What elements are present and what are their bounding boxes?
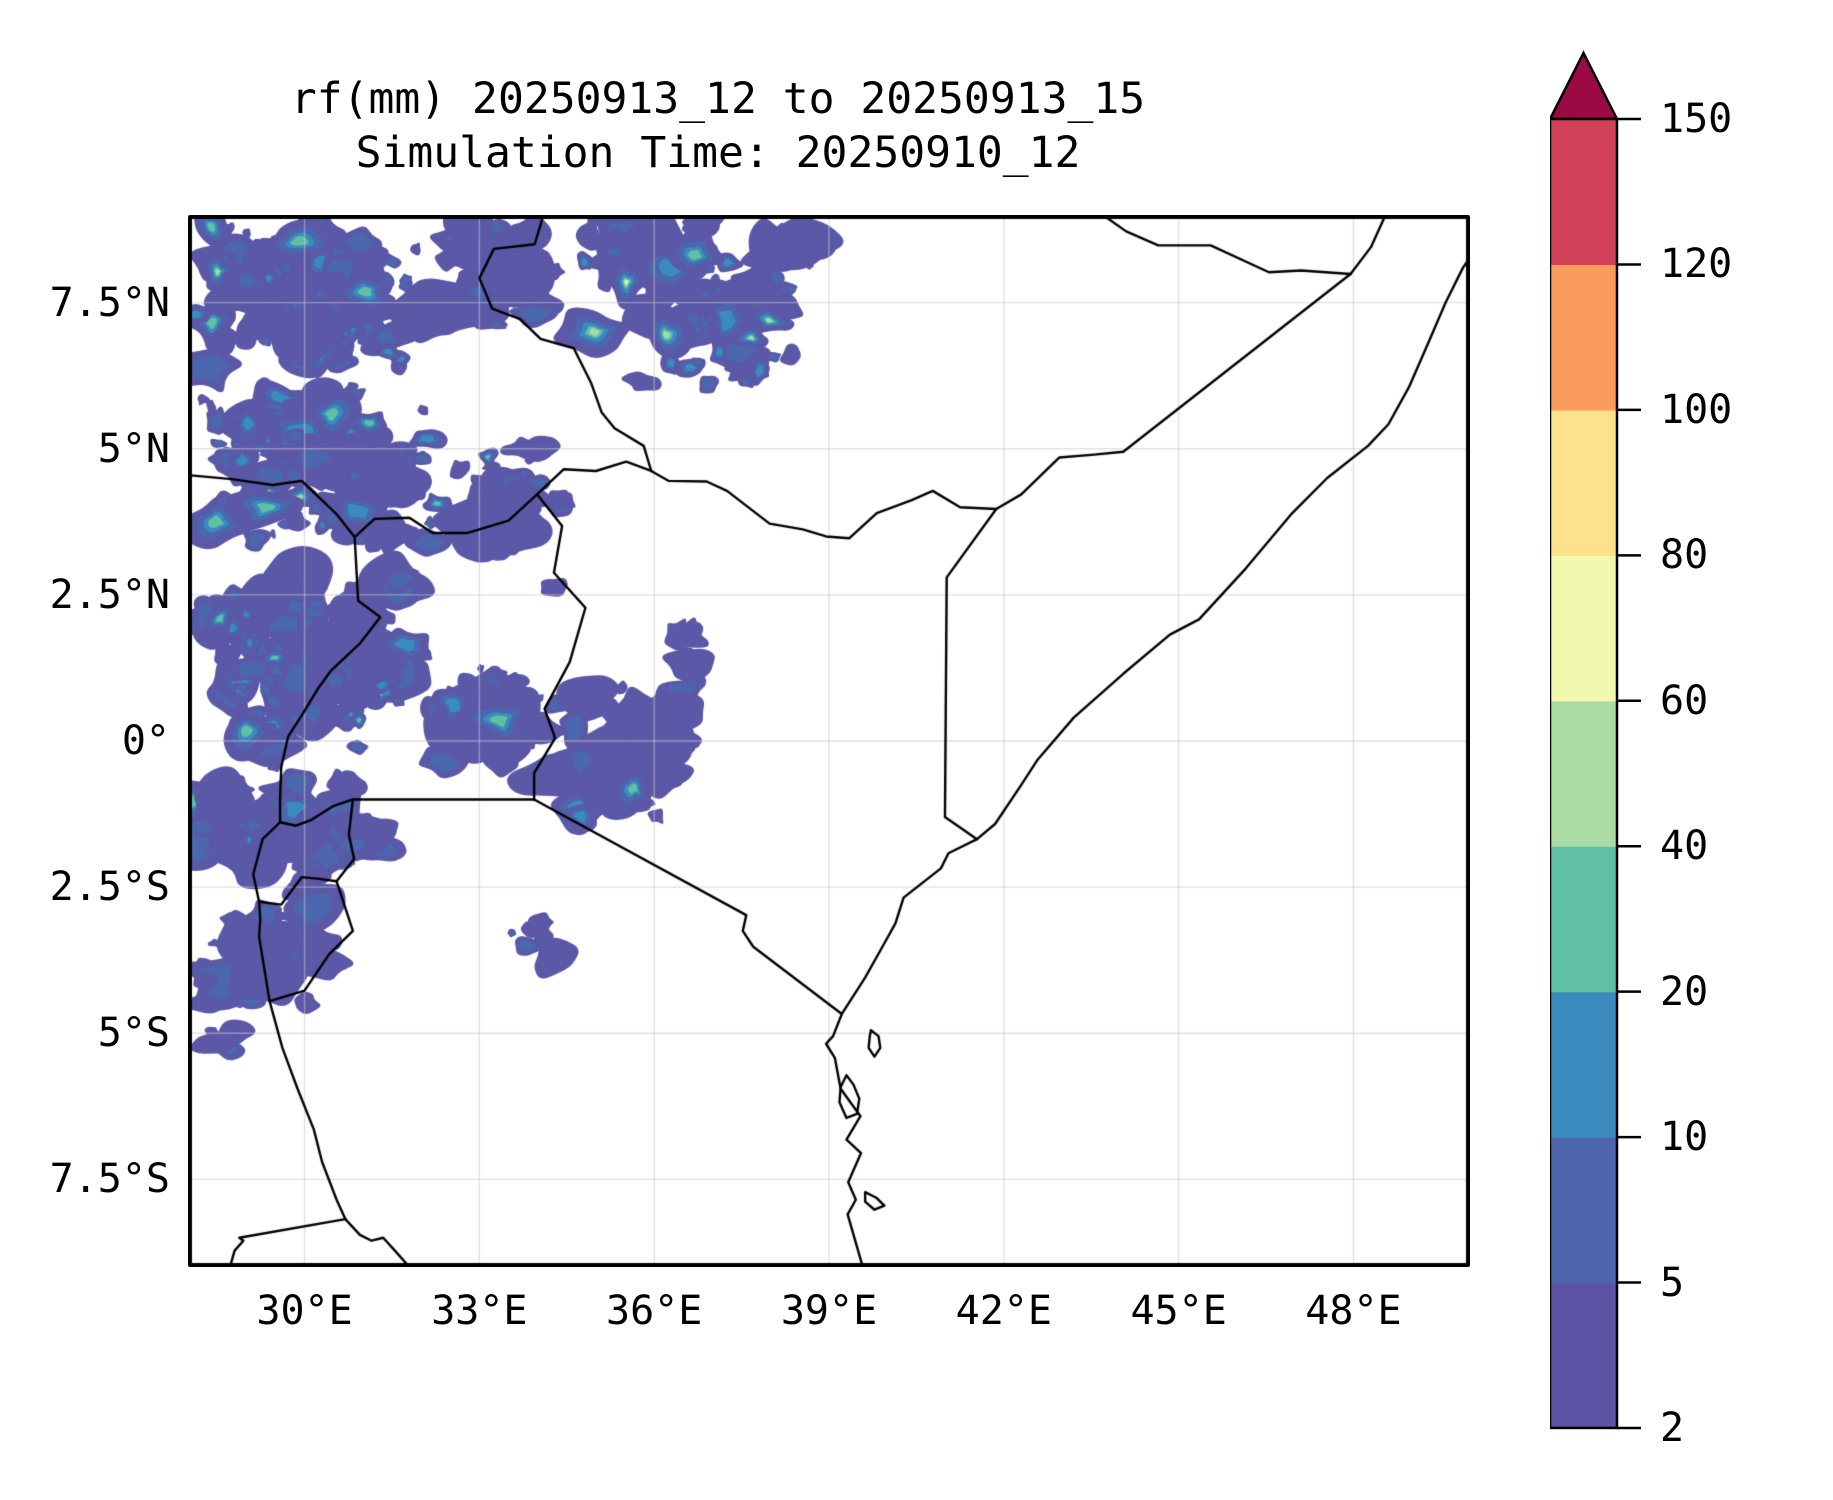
colorbar-tick-label: 40 — [1660, 823, 1709, 870]
y-tick-label: 7.5°S — [49, 1156, 170, 1203]
y-tick-label: 5°N — [97, 425, 170, 472]
colorbar-tick-label: 2 — [1660, 1404, 1685, 1451]
x-tick-label: 33°E — [431, 1288, 528, 1334]
x-tick-label: 36°E — [606, 1288, 703, 1334]
plot-subtitle: Simulation Time: 20250910_12 — [355, 128, 1081, 178]
plot-title: rf(mm) 20250913_12 to 20250913_15 — [290, 74, 1146, 124]
colorbar-tick-label: 60 — [1660, 677, 1709, 724]
x-tick-label: 48°E — [1305, 1288, 1402, 1334]
x-tick-label: 30°E — [256, 1288, 353, 1334]
colorbar-tick-label: 80 — [1660, 532, 1709, 579]
colorbar-tick-label: 20 — [1660, 968, 1709, 1015]
colorbar-tick-label: 150 — [1660, 96, 1733, 142]
colorbar-tick-label: 5 — [1660, 1259, 1685, 1306]
colorbar — [1550, 50, 1641, 1430]
y-tick-label: 7.5°N — [49, 279, 170, 326]
y-tick-label: 2.5°S — [49, 864, 170, 911]
colorbar-tick-label: 10 — [1660, 1114, 1709, 1161]
y-tick-label: 2.5°N — [49, 571, 170, 618]
y-tick-label: 0° — [121, 718, 170, 764]
x-tick-label: 45°E — [1130, 1288, 1227, 1334]
y-tick-label: 5°S — [97, 1010, 170, 1057]
x-tick-label: 42°E — [955, 1288, 1052, 1334]
colorbar-tick-label: 100 — [1660, 386, 1733, 433]
rainfall-map — [188, 215, 1470, 1267]
colorbar-tick-label: 120 — [1660, 241, 1733, 288]
x-tick-label: 39°E — [780, 1288, 878, 1334]
